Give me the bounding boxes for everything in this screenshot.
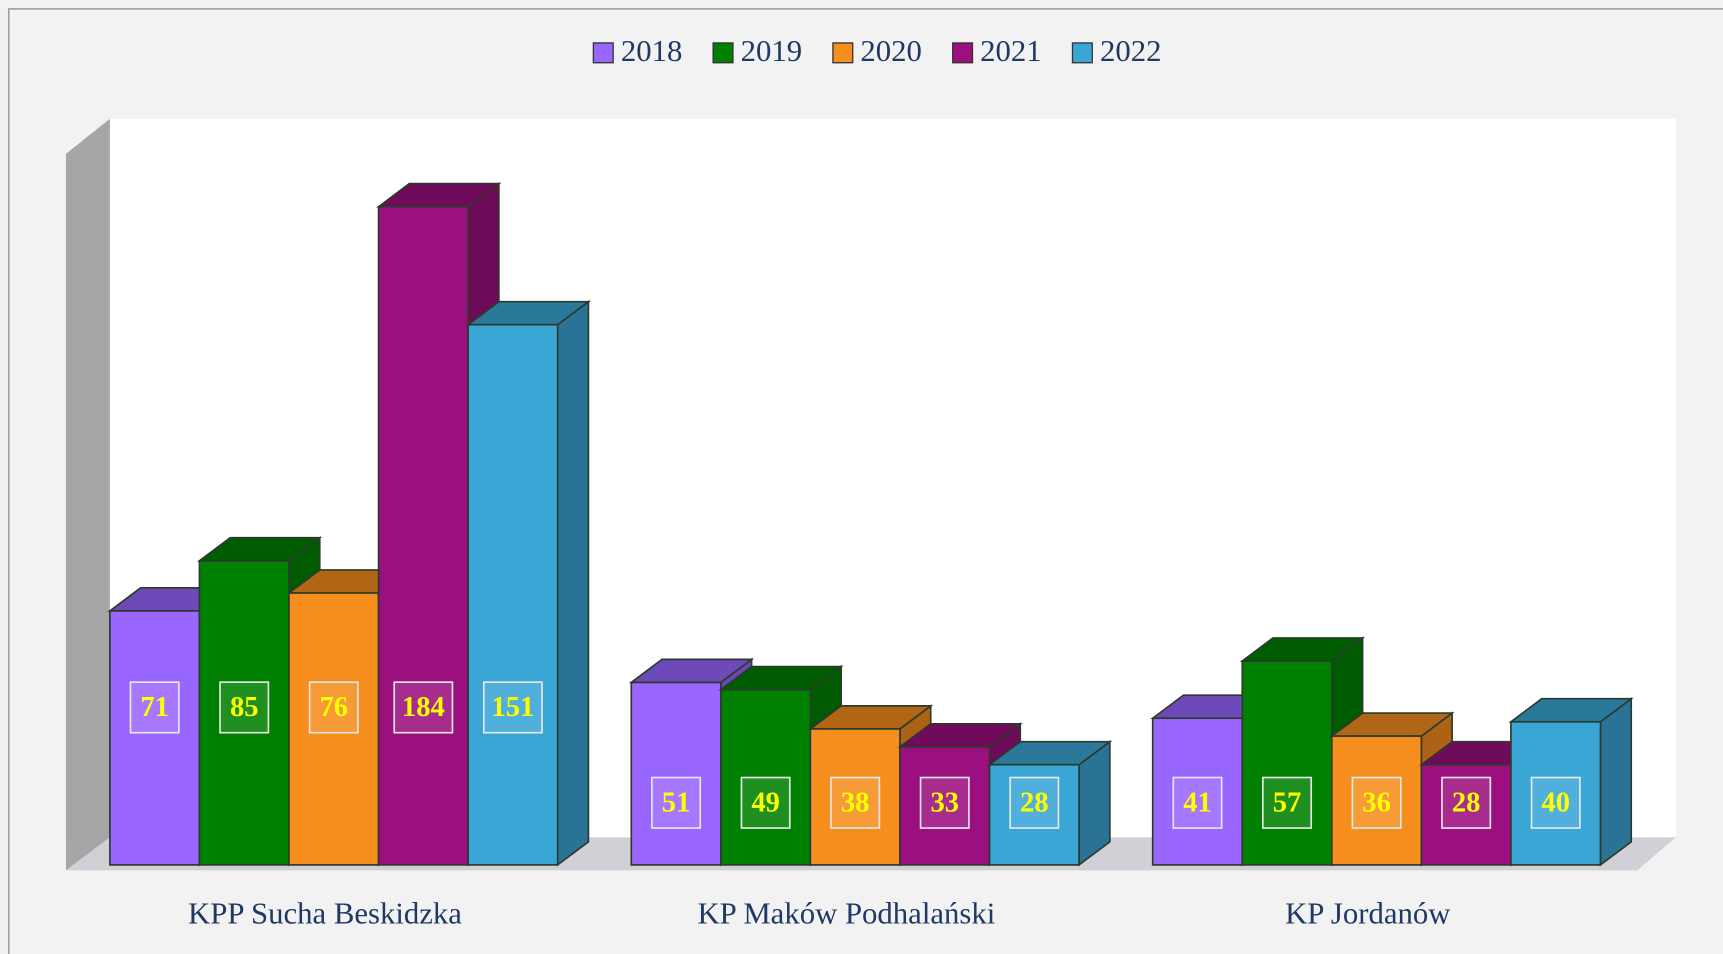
value-label: 184 bbox=[402, 692, 445, 723]
legend-label: 2021 bbox=[980, 34, 1042, 68]
value-label-box bbox=[1351, 776, 1402, 829]
value-label: 28 bbox=[1452, 788, 1481, 819]
legend-swatch bbox=[592, 42, 614, 64]
bar bbox=[377, 205, 469, 866]
value-label: 40 bbox=[1541, 788, 1570, 819]
value-label-box bbox=[919, 776, 970, 829]
legend-swatch bbox=[952, 42, 974, 64]
bar bbox=[630, 681, 722, 866]
value-label: 151 bbox=[491, 692, 534, 723]
value-label: 76 bbox=[319, 692, 348, 723]
bar-group bbox=[1508, 697, 1634, 867]
value-label: 36 bbox=[1362, 788, 1391, 819]
legend-swatch bbox=[712, 42, 734, 64]
value-label: 71 bbox=[140, 692, 169, 723]
value-label-box bbox=[830, 776, 881, 829]
value-label-box bbox=[129, 681, 180, 734]
value-label-box bbox=[651, 776, 702, 829]
value-label-box bbox=[1172, 776, 1223, 829]
bar bbox=[899, 746, 991, 866]
bar bbox=[467, 323, 559, 866]
value-label: 49 bbox=[751, 788, 780, 819]
legend-label: 2019 bbox=[741, 34, 803, 68]
bar bbox=[109, 610, 201, 866]
value-label: 28 bbox=[1020, 788, 1049, 819]
value-label-box bbox=[1262, 776, 1313, 829]
legend-label: 2020 bbox=[860, 34, 922, 68]
legend-swatch bbox=[1071, 42, 1093, 64]
value-label: 51 bbox=[662, 788, 691, 819]
value-label-box bbox=[1009, 776, 1060, 829]
value-label-box bbox=[219, 681, 270, 734]
legend-label: 2018 bbox=[621, 34, 683, 68]
legend-swatch bbox=[832, 42, 854, 64]
bar bbox=[1241, 660, 1333, 866]
side-wall bbox=[65, 118, 110, 871]
value-label-box bbox=[1530, 776, 1581, 829]
legend-label: 2022 bbox=[1100, 34, 1162, 68]
category-label: KPP Sucha Beskidzka bbox=[188, 897, 462, 931]
bar bbox=[1510, 720, 1602, 866]
bar bbox=[1420, 763, 1512, 866]
bar-group bbox=[465, 300, 591, 867]
value-label-box bbox=[740, 776, 791, 829]
bar bbox=[809, 728, 901, 866]
category-label: KP Jordanów bbox=[1285, 897, 1451, 931]
value-label-box bbox=[482, 681, 543, 734]
value-label: 41 bbox=[1183, 788, 1212, 819]
category-label: KP Maków Podhalański bbox=[697, 897, 995, 931]
value-label-box bbox=[393, 681, 454, 734]
bar-side bbox=[556, 300, 590, 867]
bar bbox=[198, 560, 290, 866]
value-label: 38 bbox=[841, 788, 870, 819]
bar-side bbox=[1599, 697, 1633, 867]
value-label-box bbox=[308, 681, 359, 734]
bar-group bbox=[987, 740, 1113, 867]
bar bbox=[1151, 717, 1244, 866]
value-label-box bbox=[1441, 776, 1492, 829]
value-label: 57 bbox=[1273, 788, 1302, 819]
labels: 71 85 76 184 151 51 49 38 33 28 41 57 36 28 40 bbox=[129, 681, 1581, 829]
value-label: 85 bbox=[230, 692, 259, 723]
bar bbox=[988, 763, 1080, 866]
bar bbox=[1330, 735, 1423, 866]
value-label: 33 bbox=[930, 788, 959, 819]
bars bbox=[107, 181, 1634, 867]
